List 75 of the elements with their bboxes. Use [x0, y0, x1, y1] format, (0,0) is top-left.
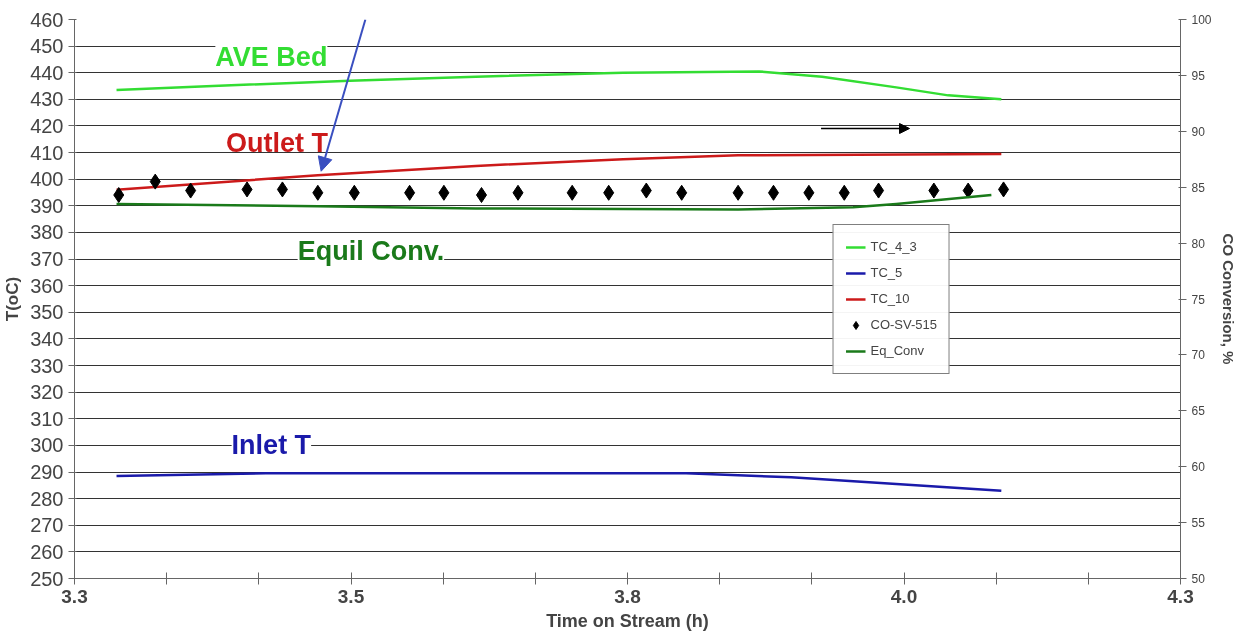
y-tick-label: 330: [30, 354, 64, 377]
y-tick-label: 310: [30, 407, 64, 430]
point: [149, 173, 161, 190]
y2-tick-label: 95: [1191, 68, 1206, 83]
annotation: Outlet T: [225, 128, 329, 159]
point: [404, 184, 416, 201]
x-tick-label: 4.0: [890, 585, 918, 607]
point: [676, 184, 688, 201]
point: [767, 184, 779, 201]
y-tick-label: 280: [30, 487, 64, 510]
point: [276, 181, 288, 198]
point: [241, 181, 253, 198]
y-tick-label: 390: [30, 194, 64, 217]
annotation: Inlet T: [231, 430, 312, 461]
x-tick-label: 3.5: [337, 585, 365, 607]
point: [732, 184, 744, 201]
y-tick-label: 420: [30, 114, 64, 137]
legend-label: TC_5: [870, 265, 903, 280]
point: [998, 181, 1010, 198]
y-tick-label: 260: [30, 540, 64, 563]
point: [566, 184, 578, 201]
point: [928, 182, 940, 199]
point: [185, 182, 197, 199]
y-tick-label: 440: [30, 61, 64, 84]
y-tick-label: 350: [30, 301, 64, 324]
x-tick-label: 3.3: [61, 585, 88, 607]
legend-label: CO-SV-515: [870, 317, 937, 332]
point: [438, 184, 450, 201]
point: [962, 182, 974, 199]
point: [312, 184, 324, 201]
y2-tick-label: 85: [1191, 180, 1206, 195]
y2-tick-label: 65: [1191, 404, 1206, 419]
y-tick-label: 430: [30, 88, 64, 111]
y-tick-label: 270: [30, 514, 64, 537]
point: [512, 184, 524, 201]
point: [113, 187, 125, 204]
annotation: AVE Bed: [215, 41, 328, 72]
y-tick-label: 320: [30, 381, 64, 404]
point: [348, 184, 360, 201]
y-tick-label: 340: [30, 327, 64, 350]
y2-tick-label: 60: [1191, 460, 1206, 475]
y-tick-label: 290: [30, 461, 64, 484]
point: [838, 184, 850, 201]
point: [640, 182, 652, 199]
y-tick-label: 360: [30, 274, 64, 297]
point: [873, 182, 885, 199]
y-tick-label: 250: [30, 567, 64, 590]
y-tick-label: 400: [30, 168, 64, 191]
y2-tick-label: 100: [1191, 13, 1212, 27]
y-tick-label: 370: [30, 248, 64, 271]
x-tick-label: 4.3: [1167, 585, 1194, 607]
y-tick-label: 460: [30, 8, 64, 31]
x-axis-title: Time on Stream (h): [546, 610, 709, 631]
y2-tick-label: 75: [1191, 292, 1206, 307]
legend-label: TC_10: [870, 291, 910, 306]
legend-label: TC_4_3: [870, 239, 917, 254]
y2-tick-label: 90: [1191, 124, 1206, 139]
y2-tick-label: 50: [1191, 572, 1206, 586]
y2-tick-label: 70: [1191, 348, 1206, 363]
y2-axis-title: CO Conversion, %: [1219, 233, 1237, 365]
point: [603, 184, 615, 201]
y2-tick-label: 80: [1191, 236, 1206, 251]
line-series: [115, 70, 1003, 101]
y-tick-label: 380: [30, 221, 64, 244]
y-tick-label: 410: [30, 141, 64, 164]
x-tick-label: 3.8: [614, 585, 641, 607]
y2-tick-label: 55: [1191, 516, 1206, 531]
annotation: Equil Conv.: [297, 236, 445, 267]
point: [476, 187, 488, 204]
line-series: [115, 472, 1003, 492]
y-axis-title: T(oC): [3, 276, 23, 322]
y-tick-label: 450: [30, 35, 64, 58]
point: [803, 184, 815, 201]
legend-label: Eq_Conv: [870, 343, 924, 358]
y-tick-label: 300: [30, 434, 64, 457]
